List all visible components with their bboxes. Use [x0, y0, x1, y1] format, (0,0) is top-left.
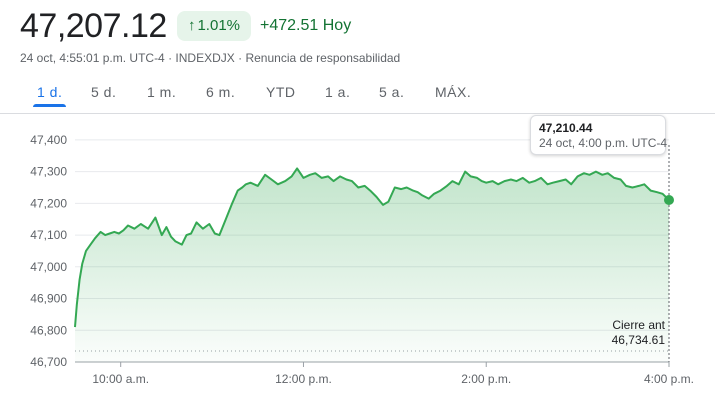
- y-tick-label: 46,800: [30, 323, 67, 337]
- y-tick-label: 47,300: [30, 165, 67, 179]
- y-tick-label: 47,100: [30, 228, 67, 242]
- tabs-divider: [0, 113, 715, 114]
- percent-change-badge: ↑ 1.01%: [177, 11, 251, 41]
- tab-5-days[interactable]: 5 d.: [91, 84, 117, 100]
- price-line: [74, 167, 670, 328]
- hover-tooltip: 47,210.44 24 oct, 4:00 p.m. UTC-4: [530, 115, 668, 155]
- y-tick-label: 47,000: [30, 260, 67, 274]
- tab-5-years[interactable]: 5 a.: [379, 84, 405, 100]
- arrow-up-icon: ↑: [187, 17, 196, 34]
- change-period: Hoy: [322, 17, 352, 34]
- tab-6-months[interactable]: 6 m.: [206, 84, 236, 100]
- disclaimer-link[interactable]: Renuncia de responsabilidad: [245, 51, 401, 65]
- quote-meta: 24 oct, 4:55:01 p.m. UTC-4 · INDEXDJX · …: [20, 51, 400, 65]
- y-tick-label: 47,400: [30, 133, 67, 147]
- x-tick-label: 2:00 p.m.: [461, 372, 511, 386]
- y-tick-label: 47,200: [30, 196, 67, 210]
- quote-timestamp: 24 oct, 4:55:01 p.m. UTC-4: [20, 51, 165, 65]
- last-price-point[interactable]: [664, 195, 674, 206]
- previous-close-title: Cierre ant: [612, 318, 665, 332]
- tab-1-day[interactable]: 1 d.: [32, 84, 67, 107]
- y-tick-label: 46,900: [30, 292, 67, 306]
- y-tick-label: 46,700: [30, 355, 67, 369]
- tab-ytd[interactable]: YTD: [266, 84, 296, 100]
- tooltip-time: 24 oct, 4:00 p.m. UTC-4: [539, 136, 668, 150]
- point-change: +472.51 Hoy: [260, 11, 351, 41]
- separator-dot: ·: [168, 51, 173, 65]
- previous-close-value: 46,734.61: [611, 333, 665, 347]
- tooltip-value: 47,210.44: [539, 121, 593, 135]
- percent-change-value: 1.01%: [197, 17, 241, 34]
- previous-close-label: Cierre ant 46,734.61: [612, 318, 665, 348]
- price-area: [75, 168, 669, 362]
- x-tick-label: 12:00 p.m.: [275, 372, 332, 386]
- tab-1-year[interactable]: 1 a.: [325, 84, 351, 100]
- current-price: 47,207.12: [20, 7, 167, 45]
- tab-1-month[interactable]: 1 m.: [147, 84, 177, 100]
- index-symbol: INDEXDJX: [175, 51, 235, 65]
- tab-max[interactable]: MÁX.: [435, 84, 472, 100]
- separator-dot: ·: [238, 51, 243, 65]
- x-tick-label: 4:00 p.m.: [644, 372, 694, 386]
- x-tick-label: 10:00 a.m.: [92, 372, 149, 386]
- point-change-value: +472.51: [260, 17, 319, 34]
